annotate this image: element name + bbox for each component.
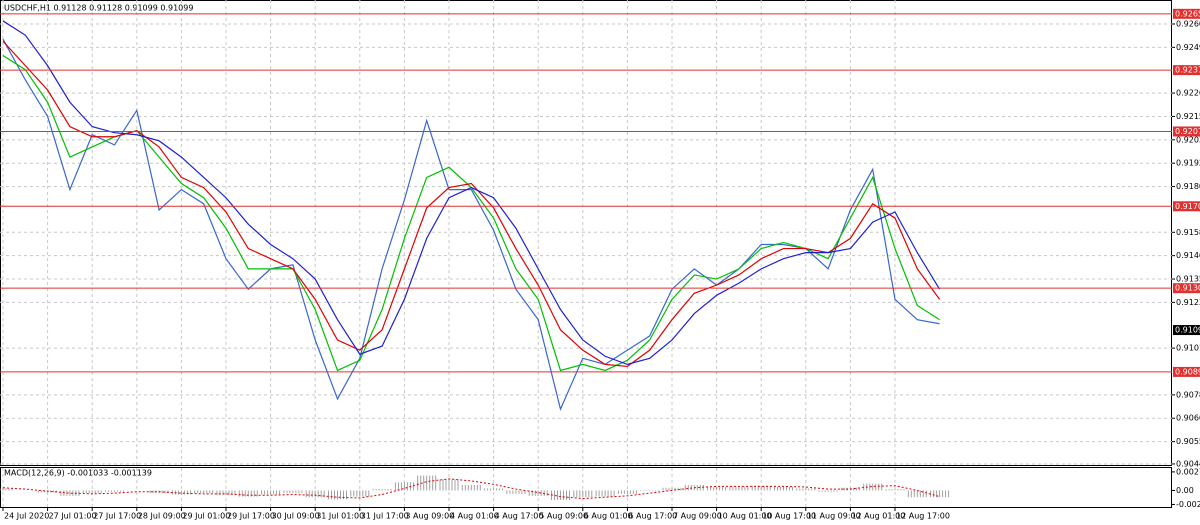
y-tick-label: 0.91010: [1176, 344, 1200, 353]
x-tick-label: 10 Aug 01:00: [718, 512, 772, 521]
x-tick-label: 31 Jul 01:00: [316, 512, 364, 521]
level-label: 0.90893: [1175, 367, 1200, 376]
y-tick-label: 0.92035: [1176, 135, 1200, 144]
y-tick-label: 0.92605: [1176, 19, 1200, 28]
level-label-box: [1173, 126, 1200, 137]
level-label: 0.92076: [1175, 127, 1200, 136]
y-tick-label: 0.00: [1176, 486, 1194, 495]
y-tick-label: 0.92265: [1176, 89, 1200, 98]
level-label: 0.92378: [1175, 66, 1200, 75]
x-tick-label: 11 Aug 09:00: [807, 512, 861, 521]
x-tick-label: 29 Jul 01:00: [182, 512, 230, 521]
y-tick-label: -0.002055: [1176, 500, 1200, 509]
x-tick-label: 4 Aug 17:00: [495, 512, 544, 521]
current-price-label: 0.91099: [1175, 326, 1200, 335]
macd-signal: [2, 478, 940, 500]
x-tick-label: 4 Aug 01:00: [450, 512, 499, 521]
x-tick-label: 29 Jul 17:00: [227, 512, 275, 521]
x-tick-label: 28 Jul 09:00: [138, 512, 186, 521]
current-price-box: [1173, 325, 1200, 336]
y-tick-label: 0.91465: [1176, 251, 1200, 260]
macd-panel-frame: [0, 467, 1172, 508]
x-tick-label: 6 Aug 17:00: [628, 512, 677, 521]
y-tick-label: 0.90780: [1176, 390, 1200, 399]
level-label-box: [1173, 366, 1200, 377]
level-label-box: [1173, 8, 1200, 19]
main-panel-frame: [0, 0, 1172, 466]
price-line: [2, 20, 941, 366]
level-label-box: [1173, 65, 1200, 76]
level-label-box: [1173, 201, 1200, 212]
symbol-header: USDCHF,H1 0.91128 0.91128 0.91099 0.9109…: [4, 4, 193, 13]
y-tick-label: 0.91580: [1176, 228, 1200, 237]
y-tick-label: 0.91805: [1176, 182, 1200, 191]
macd-header: MACD(12,26,9) -0.001033 -0.001139: [4, 469, 152, 478]
price-line: [2, 40, 941, 368]
y-tick-label: 0.91350: [1176, 275, 1200, 284]
x-tick-label: 3 Aug 09:00: [405, 512, 454, 521]
price-line: [2, 38, 940, 411]
x-tick-label: 27 Jul 17:00: [93, 512, 141, 521]
x-tick-label: 10 Aug 17:00: [762, 512, 816, 521]
x-tick-label: 31 Jul 17:00: [361, 512, 409, 521]
x-tick-label: 12 Aug 17:00: [896, 512, 950, 521]
y-tick-label: 0.90550: [1176, 437, 1200, 446]
y-tick-label: 0.91235: [1176, 298, 1200, 307]
x-tick-label: 24 Jul 2020: [4, 512, 49, 521]
x-tick-label: 27 Jul 01:00: [49, 512, 97, 521]
y-tick-label: 0.90440: [1176, 459, 1200, 468]
level-label: 0.92655: [1175, 9, 1200, 18]
x-tick-label: 12 Aug 01:00: [851, 512, 905, 521]
y-tick-label: 0.002725: [1176, 467, 1200, 476]
x-tick-label: 30 Jul 09:00: [272, 512, 320, 521]
y-tick-label: 0.92490: [1176, 43, 1200, 52]
level-label: 0.91708: [1175, 202, 1200, 211]
y-tick-label: 0.92150: [1176, 112, 1200, 121]
y-tick-label: 0.90665: [1176, 414, 1200, 423]
level-label: 0.91305: [1175, 284, 1200, 293]
x-tick-label: 7 Aug 09:00: [673, 512, 722, 521]
level-label-box: [1173, 283, 1200, 294]
x-tick-label: 6 Aug 01:00: [584, 512, 633, 521]
x-tick-label: 5 Aug 09:00: [539, 512, 588, 521]
y-tick-label: 0.91920: [1176, 159, 1200, 168]
